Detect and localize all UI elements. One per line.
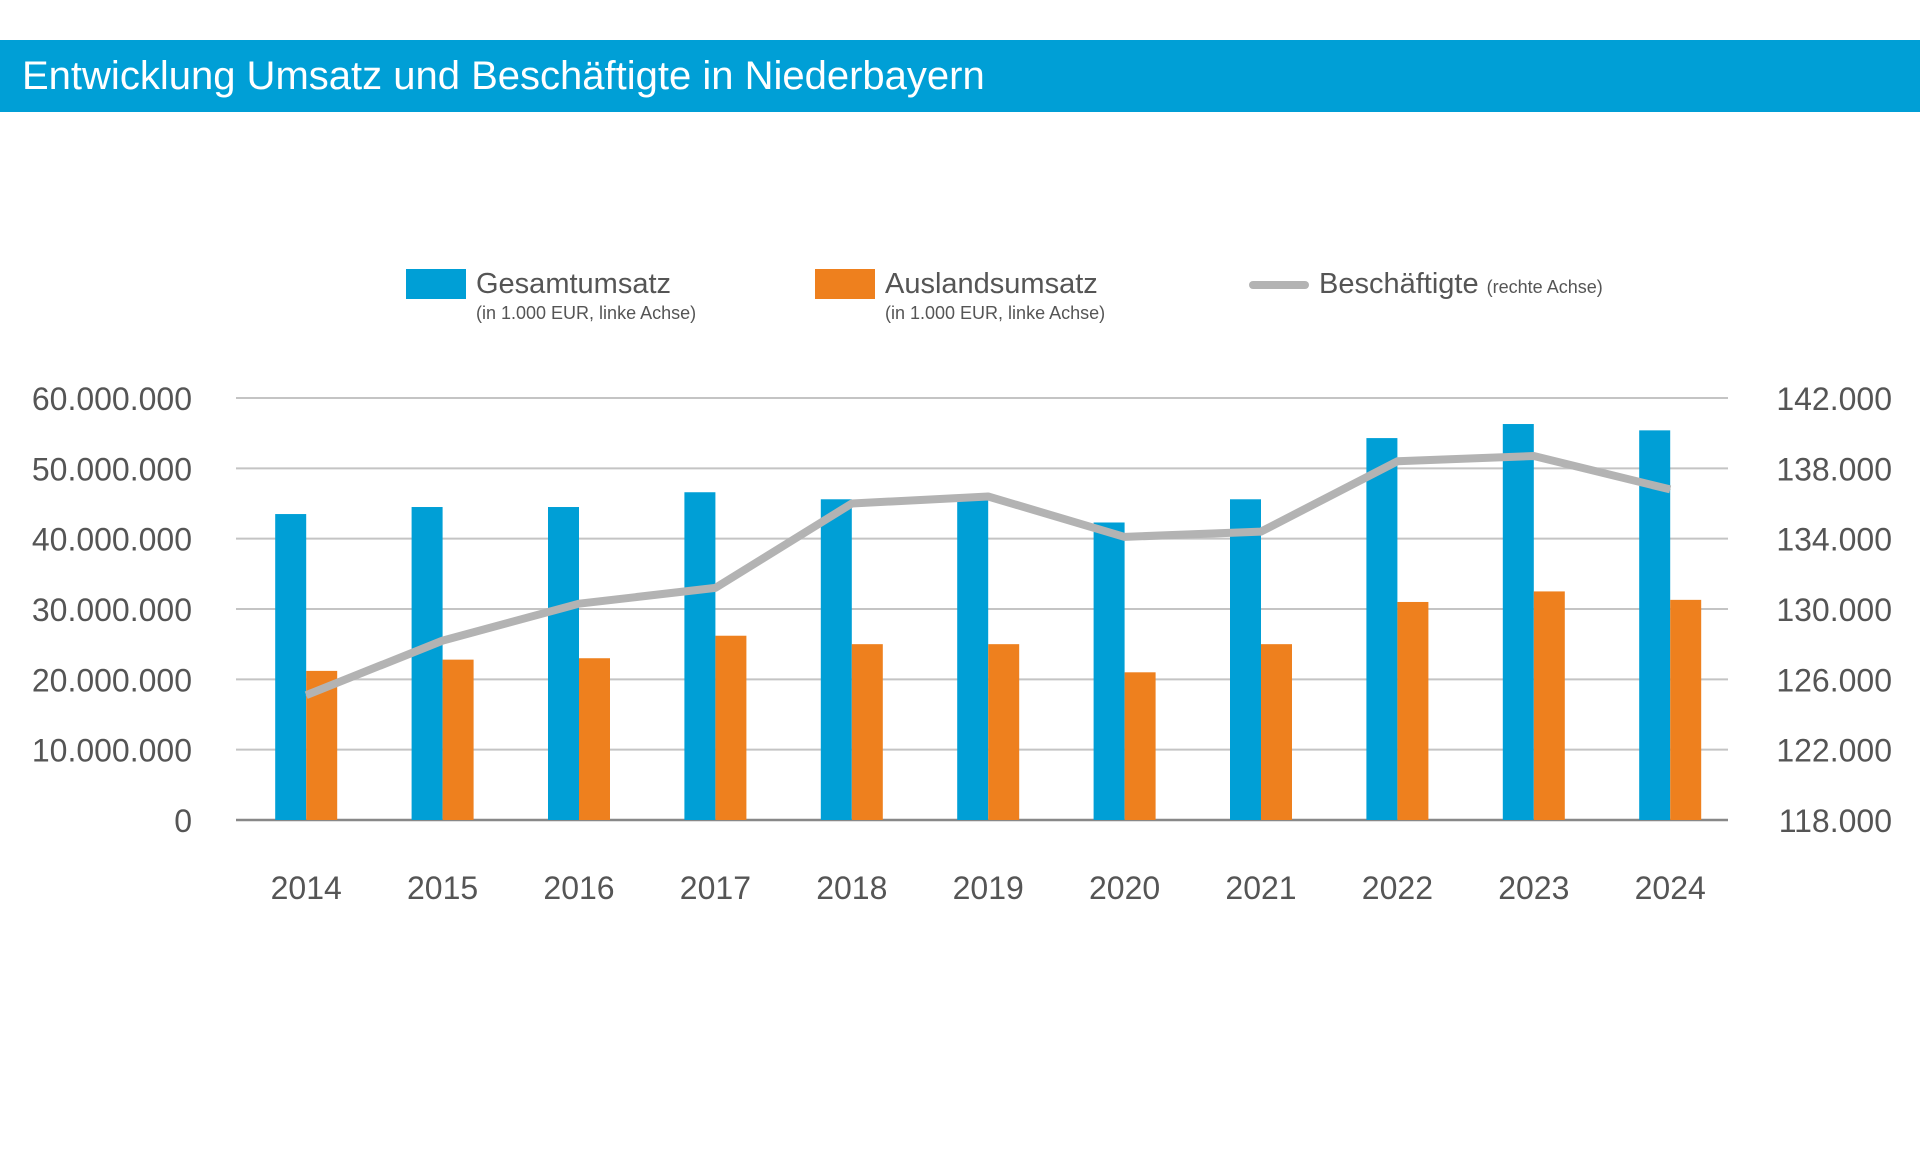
x-tick-label: 2015 — [407, 870, 478, 906]
chart-title: Entwicklung Umsatz und Beschäftigte in N… — [22, 54, 985, 98]
bar-auslandsumsatz — [1533, 591, 1565, 820]
x-tick-label: 2022 — [1362, 870, 1433, 906]
y-left-tick-label: 50.000.000 — [32, 451, 192, 487]
y-left-tick-label: 30.000.000 — [32, 592, 192, 628]
bar-gesamtumsatz — [684, 492, 716, 820]
bar-auslandsumsatz — [1397, 601, 1429, 820]
bar-auslandsumsatz — [1124, 672, 1156, 820]
y-right-tick-label: 142.000 — [1776, 381, 1892, 417]
x-tick-label: 2014 — [271, 870, 342, 906]
bar-gesamtumsatz — [957, 499, 989, 820]
x-tick-label: 2023 — [1498, 870, 1569, 906]
bar-gesamtumsatz — [1639, 430, 1671, 820]
point-beschaeftigte — [851, 503, 853, 504]
bar-gesamtumsatz — [411, 507, 443, 820]
y-right-tick-label: 138.000 — [1776, 451, 1892, 487]
y-right-tick-label: 118.000 — [1779, 803, 1892, 839]
bar-auslandsumsatz — [1261, 644, 1292, 820]
legend-text-beschaeftigte: Beschäftigte — [1319, 268, 1479, 300]
legend-note-gesamtumsatz: (in 1.000 EUR, linke Achse) — [476, 303, 697, 323]
x-tick-label: 2016 — [543, 870, 614, 906]
axis-labels: 0 10.000.000 20.000.000 30.000.000 40.000.00… — [32, 381, 1892, 906]
title-bar: Entwicklung Umsatz und Beschäftigte in N… — [0, 40, 1920, 112]
point-beschaeftigte — [1124, 536, 1126, 538]
legend-swatch-auslandsumsatz — [815, 269, 875, 299]
point-beschaeftigte — [714, 587, 716, 589]
bar-auslandsumsatz — [579, 658, 610, 820]
legend-note-auslandsumsatz: (in 1.000 EUR, linke Achse) — [885, 303, 1106, 323]
bars — [275, 424, 1702, 820]
bar-gesamtumsatz — [1093, 522, 1125, 820]
bar-gesamtumsatz — [275, 514, 307, 820]
point-beschaeftigte — [1260, 531, 1262, 533]
point-beschaeftigte — [1533, 455, 1535, 457]
bar-gesamtumsatz — [548, 507, 579, 820]
y-left-tick-label: 20.000.000 — [32, 662, 192, 698]
x-tick-label: 2021 — [1225, 870, 1296, 906]
y-left-tick-label: 60.000.000 — [32, 381, 192, 417]
point-beschaeftigte — [1396, 460, 1398, 462]
bar-gesamtumsatz — [1230, 499, 1261, 820]
bar-gesamtumsatz — [1366, 438, 1398, 820]
legend-line-beschaeftigte — [1249, 281, 1309, 289]
point-beschaeftigte — [578, 603, 580, 605]
legend-swatch-gesamtumsatz — [406, 269, 466, 299]
x-tick-label: 2018 — [816, 870, 887, 906]
y-left-tick-label: 40.000.000 — [32, 522, 192, 558]
x-tick-label: 2024 — [1635, 870, 1706, 906]
y-left-tick-label: 10.000.000 — [32, 733, 192, 769]
y-left-tick-label: 0 — [174, 803, 192, 839]
legend-note-beschaeftigte: (rechte Achse) — [1486, 277, 1603, 297]
y-right-tick-label: 130.000 — [1776, 592, 1892, 628]
point-beschaeftigte — [305, 694, 307, 696]
bar-gesamtumsatz — [820, 499, 852, 820]
point-beschaeftigte — [1669, 488, 1671, 490]
legend-label-gesamtumsatz: Gesamtumsatz — [476, 268, 671, 300]
bar-gesamtumsatz — [1502, 424, 1534, 820]
legend-label-beschaeftigte: Beschäftigte (rechte Achse) — [1319, 266, 1603, 305]
x-tick-label: 2019 — [953, 870, 1024, 906]
y-right-tick-label: 134.000 — [1776, 522, 1892, 558]
bar-auslandsumsatz — [988, 644, 1020, 820]
bar-auslandsumsatz — [715, 635, 747, 820]
x-tick-label: 2020 — [1089, 870, 1160, 906]
legend-label-auslandsumsatz: Auslandsumsatz — [885, 268, 1098, 300]
employees-line-layer — [304, 452, 1672, 699]
point-beschaeftigte — [442, 640, 444, 642]
x-tick-label: 2017 — [680, 870, 751, 906]
y-right-tick-label: 122.000 — [1776, 733, 1892, 769]
bar-auslandsumsatz — [442, 659, 474, 820]
bar-auslandsumsatz — [851, 644, 883, 820]
bar-auslandsumsatz — [1670, 599, 1702, 820]
point-beschaeftigte — [987, 495, 989, 497]
y-right-tick-label: 126.000 — [1776, 662, 1892, 698]
